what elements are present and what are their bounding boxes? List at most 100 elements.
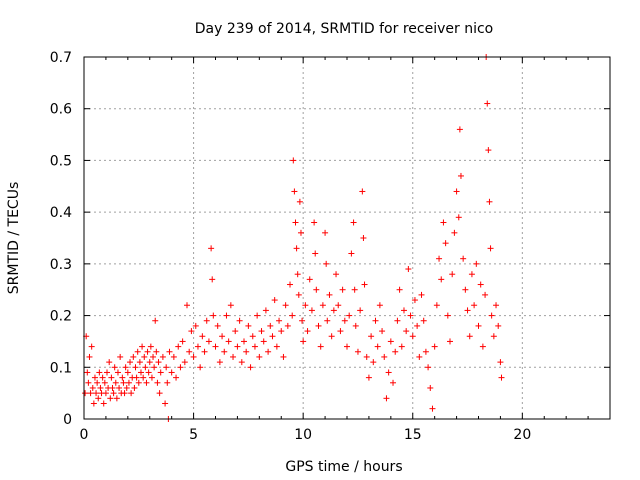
data-point	[359, 188, 366, 195]
data-point	[109, 384, 116, 391]
data-point	[482, 291, 489, 298]
data-point	[260, 338, 267, 345]
data-point	[414, 322, 421, 329]
data-point	[93, 390, 100, 397]
data-point	[143, 379, 150, 386]
data-point	[436, 255, 443, 262]
data-point	[323, 260, 330, 267]
data-point	[344, 343, 350, 350]
data-point	[484, 100, 491, 107]
data-point	[141, 353, 148, 360]
data-point	[208, 245, 215, 252]
data-point	[431, 343, 438, 350]
points-layer	[82, 54, 505, 422]
data-point	[159, 353, 166, 360]
data-point	[247, 364, 254, 371]
data-point	[497, 359, 504, 366]
data-point	[111, 364, 118, 371]
x-tick-label: 0	[80, 427, 89, 443]
data-point	[447, 338, 454, 345]
data-point	[460, 255, 467, 262]
data-point	[157, 369, 164, 376]
data-point	[219, 333, 226, 340]
data-point	[313, 286, 320, 293]
data-point	[271, 297, 278, 304]
data-point	[282, 302, 289, 309]
data-point	[418, 291, 425, 298]
data-point	[199, 333, 206, 340]
data-point	[194, 343, 201, 350]
data-point	[290, 157, 297, 164]
y-tick-label: 0	[63, 412, 72, 428]
data-point	[490, 333, 497, 340]
data-point	[311, 219, 318, 226]
data-point	[267, 322, 274, 329]
data-point	[407, 312, 414, 319]
data-point	[442, 240, 449, 247]
data-point	[221, 348, 228, 355]
data-point	[317, 343, 324, 350]
data-point	[122, 364, 129, 371]
data-point	[151, 364, 158, 371]
data-point	[150, 353, 157, 360]
data-point	[142, 364, 149, 371]
data-point	[227, 302, 234, 309]
data-point	[209, 276, 216, 283]
data-point	[265, 348, 272, 355]
data-point	[249, 333, 256, 340]
data-point	[120, 379, 127, 386]
data-point	[425, 364, 432, 371]
data-point	[308, 307, 315, 314]
data-point	[177, 364, 184, 371]
grid-layer	[84, 57, 610, 419]
data-point	[113, 395, 120, 402]
data-point	[420, 317, 427, 324]
data-point	[296, 198, 303, 205]
data-point	[289, 312, 296, 319]
data-point	[429, 405, 436, 412]
data-point	[471, 302, 478, 309]
data-point	[400, 307, 407, 314]
data-point	[130, 353, 137, 360]
data-point	[416, 353, 423, 360]
data-point	[346, 312, 353, 319]
data-point	[312, 250, 319, 257]
data-point	[299, 317, 306, 324]
data-point	[398, 343, 405, 350]
data-point	[372, 317, 379, 324]
data-point	[352, 322, 359, 329]
data-point	[444, 312, 451, 319]
data-point	[302, 302, 309, 309]
data-point	[376, 302, 383, 309]
data-point	[114, 369, 121, 376]
data-point	[335, 302, 342, 309]
data-point	[254, 312, 261, 319]
data-point	[134, 348, 141, 355]
data-point	[337, 328, 344, 335]
data-point	[88, 343, 95, 350]
data-point	[139, 343, 146, 350]
data-point	[145, 369, 152, 376]
data-point	[89, 384, 96, 391]
data-point	[201, 348, 208, 355]
data-point	[102, 390, 109, 397]
data-point	[181, 359, 188, 366]
data-point	[152, 317, 159, 324]
data-point	[132, 364, 139, 371]
data-point	[273, 343, 280, 350]
tick-labels-layer: 0 5 10 15 20 0 0.1 0.2 0.3 0.4 0.5 0.6 0.7	[50, 50, 532, 443]
data-point	[82, 390, 89, 397]
data-point	[137, 369, 144, 376]
data-point	[477, 281, 484, 288]
data-point	[216, 359, 223, 366]
ticks-layer	[83, 56, 611, 420]
data-point	[300, 338, 307, 345]
y-tick-label: 0.3	[50, 257, 72, 273]
data-point	[148, 374, 155, 381]
data-point	[131, 384, 138, 391]
data-point	[144, 348, 151, 355]
data-point	[348, 250, 355, 257]
x-tick-label: 20	[513, 427, 531, 443]
data-point	[339, 286, 346, 293]
data-point	[293, 245, 300, 252]
